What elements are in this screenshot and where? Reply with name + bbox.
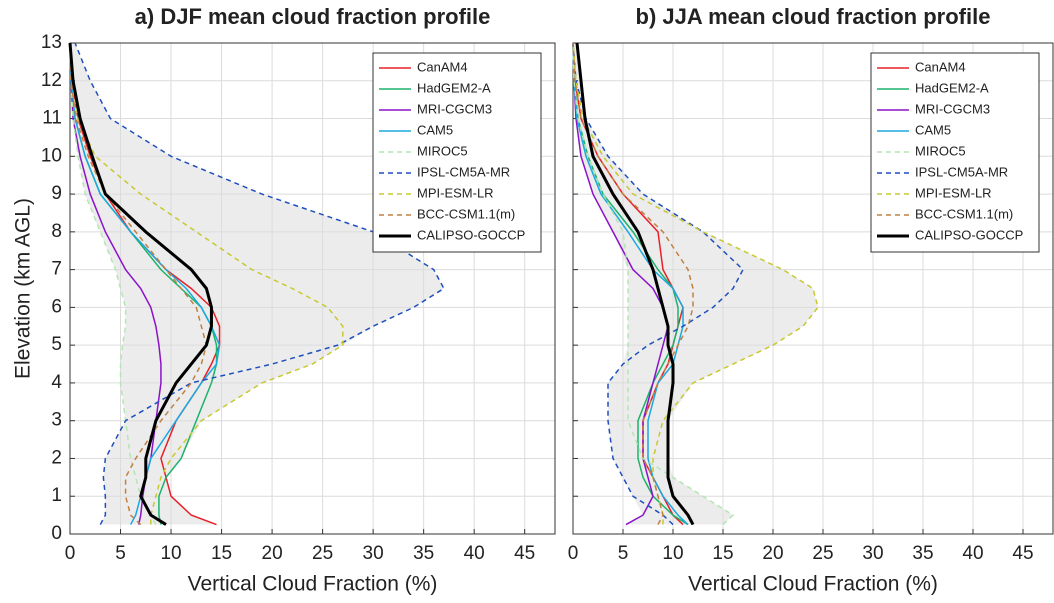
legend-label: HadGEM2-A	[417, 80, 491, 95]
y-tick-label: 13	[41, 32, 62, 53]
legend-label: MRI-CGCM3	[915, 101, 990, 116]
legend-label: MIROC5	[417, 143, 468, 158]
legend-label: IPSL-CM5A-MR	[915, 164, 1008, 179]
y-tick-label: 4	[51, 372, 62, 393]
x-tick-label: 35	[912, 543, 933, 564]
plot-frame	[69, 42, 556, 535]
y-tick-label: 5	[51, 334, 62, 355]
legend-label: CanAM4	[915, 59, 966, 74]
legend-label: CanAM4	[417, 59, 468, 74]
legend-label: MPI-ESM-LR	[915, 185, 992, 200]
profile-line	[572, 42, 744, 526]
profile-line	[69, 42, 208, 526]
y-tick-label: 3	[51, 410, 62, 431]
x-tick-label: 15	[211, 543, 232, 564]
x-axis-label: Vertical Cloud Fraction (%)	[188, 573, 438, 596]
x-tick-label: 30	[862, 543, 883, 564]
model-spread	[573, 43, 818, 525]
profile-line	[68, 42, 213, 526]
y-axis-label: Elevation (km AGL)	[12, 198, 35, 379]
profile-line	[69, 42, 157, 525]
x-tick-label: 5	[618, 543, 629, 564]
y-tick-label: 6	[51, 296, 62, 317]
x-tick-label: 5	[115, 543, 126, 564]
y-tick-label: 2	[51, 447, 62, 468]
y-tick-label: 8	[51, 221, 62, 242]
y-tick-label: 9	[51, 183, 62, 204]
y-tick-label: 12	[41, 70, 62, 91]
plot-frame	[572, 42, 1054, 535]
x-tick-label: 25	[312, 543, 333, 564]
x-tick-label: 0	[65, 543, 76, 564]
x-tick-label: 45	[1012, 543, 1033, 564]
y-tick-label: 10	[41, 145, 62, 166]
x-tick-label: 25	[812, 543, 833, 564]
y-tick-label: 7	[51, 259, 62, 280]
x-tick-label: 20	[762, 543, 783, 564]
y-tick-label: 1	[51, 485, 62, 506]
legend-label: MPI-ESM-LR	[417, 185, 494, 200]
legend-label: CALIPSO-GOCCP	[417, 227, 525, 242]
chart-title: a) DJF mean cloud fraction profile	[135, 4, 491, 29]
legend-label: HadGEM2-A	[915, 80, 989, 95]
x-tick-label: 0	[568, 543, 579, 564]
legend-label: BCC-CSM1.1(m)	[417, 206, 515, 221]
x-tick-label: 30	[363, 543, 384, 564]
profile-line	[74, 42, 445, 525]
x-tick-label: 45	[514, 543, 535, 564]
y-tick-label: 0	[51, 523, 62, 544]
chart-title: b) JJA mean cloud fraction profile	[636, 4, 991, 29]
legend-label: CALIPSO-GOCCP	[915, 227, 1023, 242]
x-tick-label: 15	[712, 543, 733, 564]
profile-line	[572, 42, 735, 526]
legend-label: BCC-CSM1.1(m)	[915, 206, 1013, 221]
profile-line	[575, 42, 695, 526]
x-tick-label: 35	[413, 543, 434, 564]
y-tick-label: 11	[42, 108, 62, 129]
legend-label: MIROC5	[915, 143, 966, 158]
profile-line	[69, 42, 344, 525]
x-tick-label: 10	[160, 543, 181, 564]
legend-label: IPSL-CM5A-MR	[417, 164, 510, 179]
legend-label: MRI-CGCM3	[417, 101, 492, 116]
legend-label: CAM5	[915, 122, 951, 137]
x-tick-label: 40	[962, 543, 983, 564]
x-axis-label: Vertical Cloud Fraction (%)	[688, 573, 938, 596]
legend-label: CAM5	[417, 122, 453, 137]
x-tick-label: 20	[262, 543, 283, 564]
x-tick-label: 10	[662, 543, 683, 564]
profile-line	[572, 42, 694, 525]
x-tick-label: 40	[464, 543, 485, 564]
